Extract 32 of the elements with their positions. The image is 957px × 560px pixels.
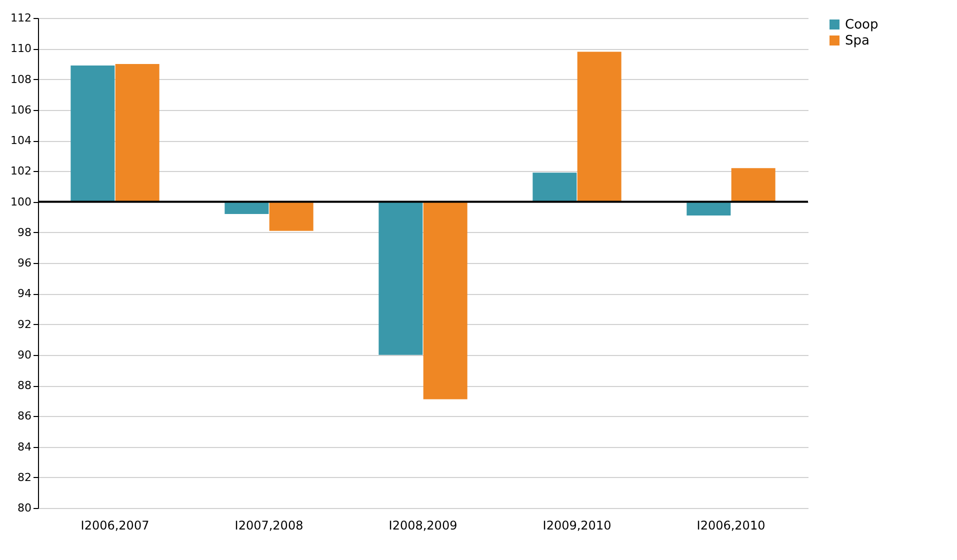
bar <box>731 168 776 202</box>
y-tick-label: 98 <box>18 226 32 239</box>
x-tick-label: I2006,2010 <box>696 518 766 532</box>
y-tick-label: 112 <box>10 12 32 24</box>
y-tick-label: 96 <box>18 256 32 270</box>
y-tick-label: 100 <box>10 195 32 208</box>
y-tick-label: 86 <box>18 410 32 423</box>
bar <box>269 202 314 231</box>
legend-label: Spa <box>845 34 870 48</box>
bar <box>115 64 160 202</box>
x-tick-label: I2009,2010 <box>542 518 612 532</box>
y-tick-label: 94 <box>18 287 32 300</box>
x-tick-label: I2006,2007 <box>80 518 150 532</box>
y-tick-label: 92 <box>18 318 32 331</box>
y-tick-label: 110 <box>10 42 32 56</box>
y-tick-label: 108 <box>10 72 32 86</box>
x-tick-label: I2007,2008 <box>234 518 304 532</box>
bar <box>423 202 468 400</box>
y-tick-label: 102 <box>10 164 32 178</box>
y-tick-label: 80 <box>18 502 32 514</box>
bar <box>70 65 115 202</box>
y-tick-label: 88 <box>18 379 32 392</box>
bar <box>532 172 577 202</box>
y-tick-label: 104 <box>10 134 32 147</box>
y-tick-label: 84 <box>18 440 32 454</box>
legend-label: Coop <box>845 18 878 32</box>
bar <box>577 52 622 202</box>
y-tick-label: 106 <box>10 103 32 116</box>
y-tick-label: 90 <box>18 348 32 362</box>
y-tick-label: 82 <box>18 470 32 484</box>
bar <box>378 202 423 355</box>
x-tick-label: I2008,2009 <box>388 518 458 532</box>
